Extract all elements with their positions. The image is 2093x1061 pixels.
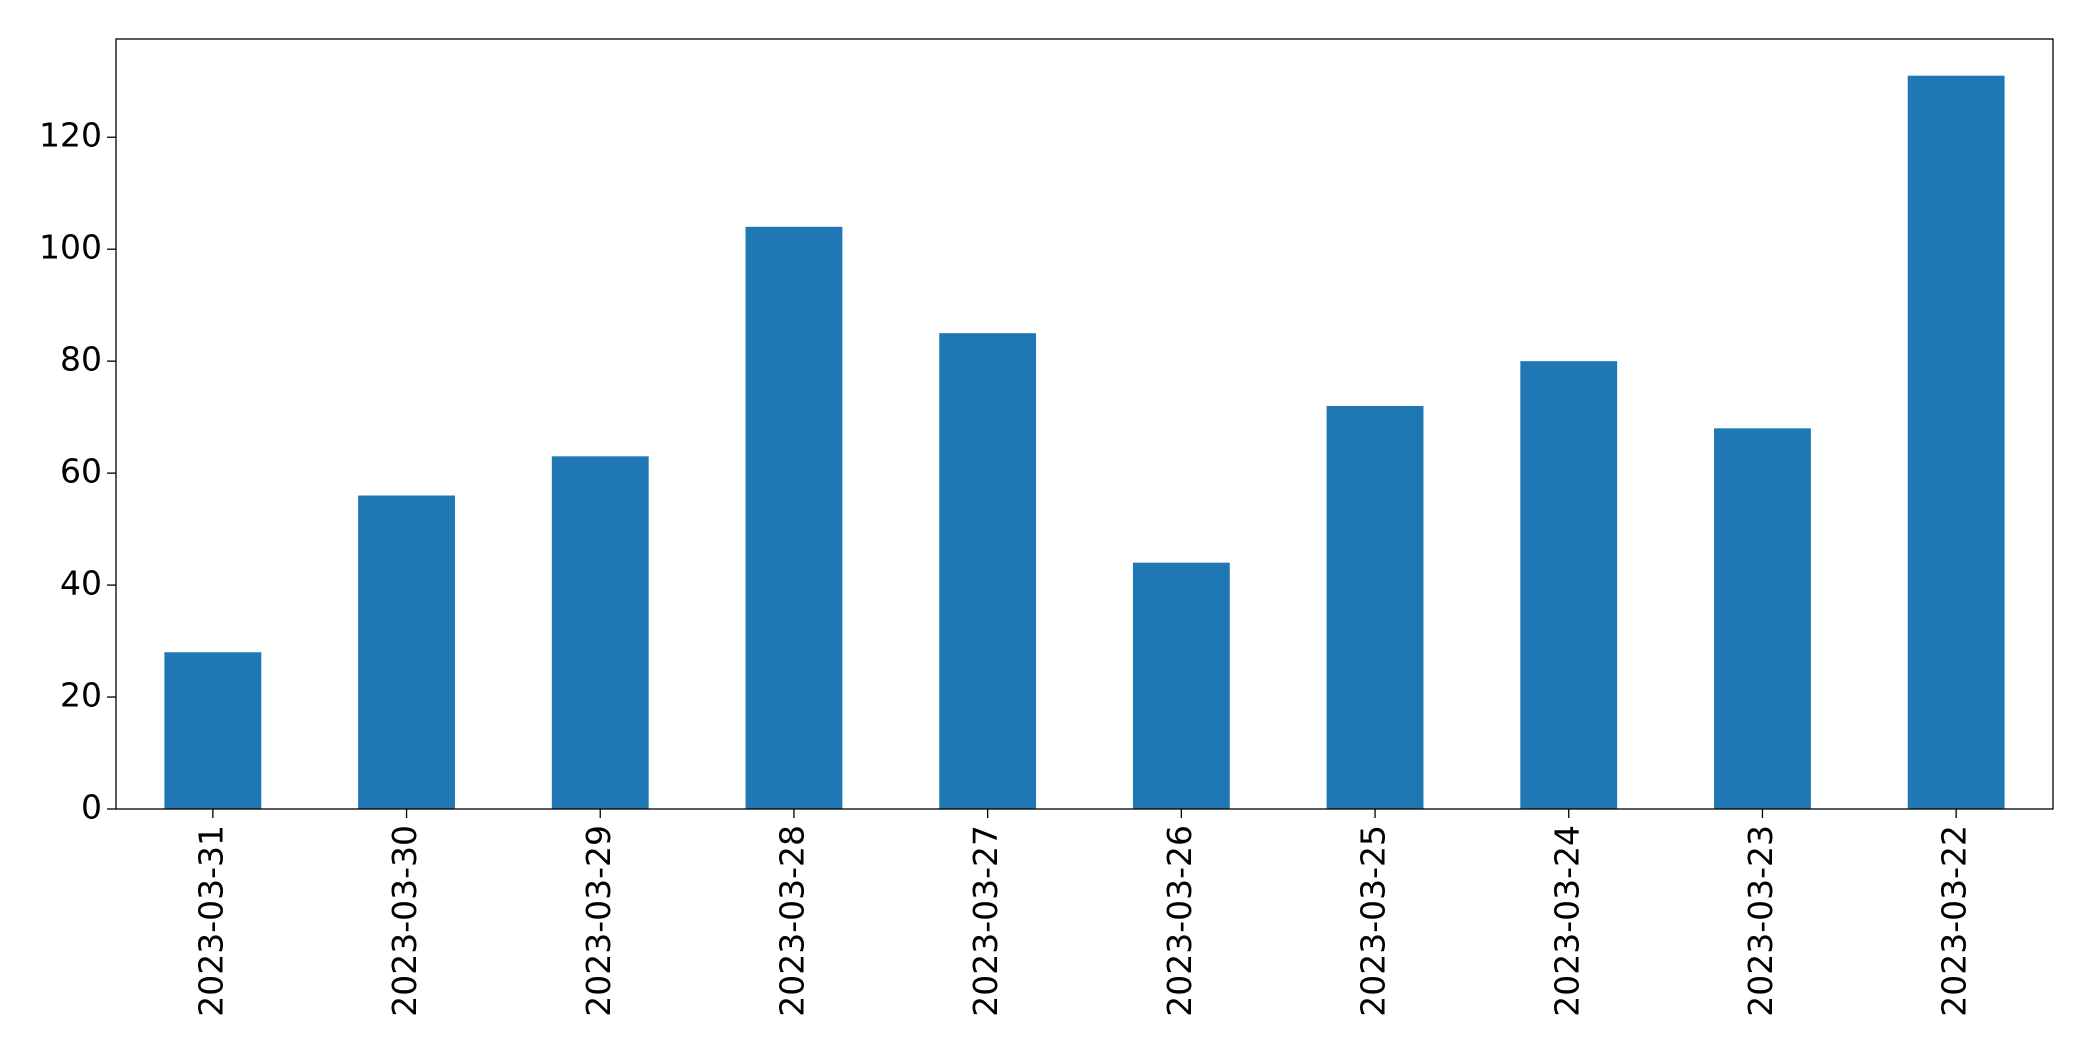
- bar: [1714, 428, 1811, 809]
- x-tick-label: 2023-03-28: [772, 825, 811, 1017]
- x-tick-label: 2023-03-30: [385, 825, 424, 1017]
- x-tick-label: 2023-03-26: [1160, 825, 1199, 1017]
- plot-frame: [115, 38, 2054, 810]
- y-tick-label: 40: [60, 564, 102, 603]
- y-tick-label: 80: [60, 340, 102, 379]
- x-tick-label: 2023-03-31: [191, 825, 230, 1017]
- y-tick-label: 20: [60, 676, 102, 715]
- x-tick-label: 2023-03-24: [1547, 825, 1586, 1017]
- x-tick-label: 2023-03-23: [1741, 825, 1780, 1017]
- bar: [745, 226, 843, 809]
- bar: [1907, 75, 2005, 809]
- bar: [1326, 405, 1424, 809]
- bar: [551, 456, 649, 809]
- y-tick-label: 0: [81, 788, 102, 827]
- x-tick-label: 2023-03-25: [1354, 825, 1393, 1017]
- bar: [164, 652, 262, 809]
- x-tick-label: 2023-03-29: [579, 825, 618, 1017]
- bar: [1132, 562, 1230, 809]
- bar: [1520, 361, 1618, 809]
- bar: [358, 495, 455, 809]
- y-tick-label: 100: [39, 228, 102, 267]
- x-tick-label: 2023-03-22: [1935, 825, 1974, 1017]
- x-tick-label: 2023-03-27: [966, 825, 1005, 1017]
- bar: [939, 333, 1037, 809]
- y-tick-label: 60: [60, 452, 102, 491]
- y-tick-label: 120: [39, 116, 102, 155]
